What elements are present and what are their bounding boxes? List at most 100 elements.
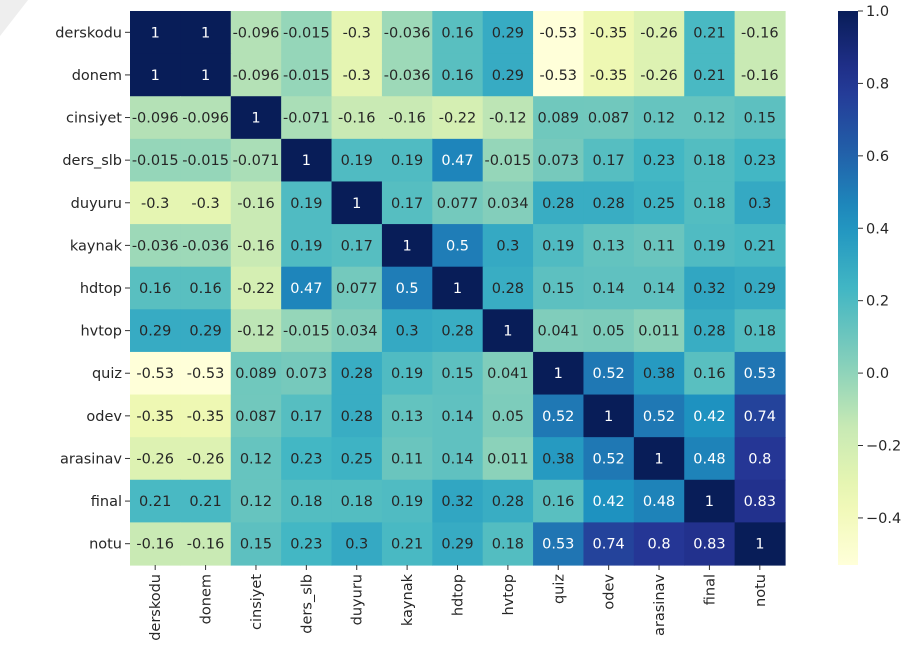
x-tick-label: cinsiyet (249, 574, 265, 630)
cell-value-label: 0.14 (441, 451, 473, 467)
cell-value-label: 0.21 (693, 68, 725, 84)
cell-value-label: -0.015 (485, 153, 532, 169)
cell-value-label: 0.38 (542, 451, 574, 467)
heatmap-cell (230, 11, 282, 55)
cell-value-label: 0.073 (538, 153, 580, 169)
cell-value-label: -0.35 (136, 409, 174, 425)
cell-value-label: -0.16 (237, 196, 275, 212)
cell-value-label: 1 (151, 68, 160, 84)
heatmap-cell (583, 437, 635, 481)
heatmap-cell (633, 181, 685, 225)
cell-value-label: 0.74 (744, 409, 776, 425)
heatmap-cell (381, 266, 433, 310)
heatmap-cell (381, 96, 433, 140)
heatmap-cell (533, 11, 585, 55)
cell-value-label: 0.14 (441, 409, 473, 425)
cell-value-label: -0.036 (384, 68, 431, 84)
heatmap-cell (130, 181, 181, 225)
cell-value-label: 0.17 (391, 196, 423, 212)
heatmap-cell (583, 138, 635, 183)
heatmap-cell (331, 479, 383, 523)
heatmap-cell (482, 522, 534, 566)
cell-value-label: 0.38 (643, 366, 675, 382)
heatmap-cell (533, 53, 585, 97)
heatmap-cell (381, 437, 433, 481)
cell-value-label: 0.12 (693, 111, 725, 127)
heatmap-cell (482, 437, 534, 481)
cell-value-label: -0.015 (283, 25, 330, 41)
heatmap-cell (281, 224, 333, 268)
heatmap-cell (130, 394, 181, 438)
y-tick-label: donem (72, 68, 122, 84)
cell-value-label: 0.073 (286, 366, 328, 382)
heatmap-cell (230, 309, 282, 353)
cell-value-label: -0.096 (132, 111, 179, 127)
cell-value-label: 1 (654, 451, 663, 467)
cell-value-label: 0.53 (542, 537, 574, 553)
heatmap-cell (130, 437, 181, 481)
colorbar-gradient (838, 11, 858, 565)
cell-value-label: -0.015 (132, 153, 179, 169)
cell-value-label: 1 (201, 68, 210, 84)
heatmap-cell (533, 266, 585, 310)
heatmap-cell (281, 437, 333, 481)
heatmap-cell (734, 522, 786, 566)
heatmap-cell (684, 266, 736, 310)
cell-value-label: -0.26 (136, 451, 174, 467)
cell-value-label: 1 (402, 238, 411, 254)
cell-value-label: 1 (554, 366, 563, 382)
cell-value-label: 0.5 (396, 281, 419, 297)
heatmap-cell (432, 96, 484, 140)
heatmap-cell (230, 138, 282, 183)
heatmap-cell (533, 437, 585, 481)
cell-value-label: -0.096 (233, 25, 280, 41)
y-tick-label: cinsiyet (66, 111, 122, 127)
cell-value-label: 0.5 (446, 238, 469, 254)
heatmap-cells: 1 1 -0.096 -0.015 -0.3 -0.036 0.16 0.29 -0.53 -0.… (130, 11, 786, 566)
cell-value-label: 0.19 (693, 238, 725, 254)
heatmap-cell (633, 138, 685, 183)
cell-value-label: -0.53 (540, 68, 578, 84)
heatmap-cell (281, 351, 333, 396)
x-tick-label: arasinav (652, 574, 668, 636)
cell-value-label: 0.17 (290, 409, 322, 425)
cell-value-label: -0.096 (233, 68, 280, 84)
cell-value-label: -0.26 (187, 451, 225, 467)
cell-value-label: 0.077 (437, 196, 479, 212)
cell-value-label: 0.089 (235, 366, 277, 382)
heatmap-cell (533, 351, 585, 396)
heatmap-cell (281, 479, 333, 523)
heatmap-cell (331, 522, 383, 566)
heatmap-cell (734, 138, 786, 183)
heatmap-cell (130, 479, 181, 523)
cell-value-label: 0.3 (345, 537, 368, 553)
heatmap-cell (583, 479, 635, 523)
cell-value-label: 0.23 (744, 153, 776, 169)
heatmap-cell (432, 309, 484, 353)
heatmap-cell (482, 479, 534, 523)
cell-value-label: 0.17 (593, 153, 625, 169)
cell-value-label: 0.29 (441, 537, 473, 553)
cell-value-label: 0.16 (189, 281, 221, 297)
heatmap-cell (331, 181, 383, 225)
cell-value-label: -0.16 (187, 537, 225, 553)
heatmap-cell (331, 437, 383, 481)
cell-value-label: 1 (352, 196, 361, 212)
heatmap-cell (633, 224, 685, 268)
cell-value-label: 0.19 (542, 238, 574, 254)
heatmap-cell (381, 522, 433, 566)
cell-value-label: -0.22 (237, 281, 275, 297)
heatmap-cell (734, 351, 786, 396)
heatmap-cell (180, 224, 232, 268)
cell-value-label: -0.036 (132, 238, 179, 254)
heatmap-cell (583, 351, 635, 396)
cell-value-label: -0.12 (489, 111, 527, 127)
cell-value-label: 1 (251, 111, 260, 127)
heatmap-cell (230, 394, 282, 438)
heatmap-cell (381, 394, 433, 438)
heatmap-cell (734, 437, 786, 481)
cell-value-label: 0.12 (240, 494, 272, 510)
heatmap-cell (533, 138, 585, 183)
colorbar-tick-label: 0.2 (866, 294, 889, 310)
